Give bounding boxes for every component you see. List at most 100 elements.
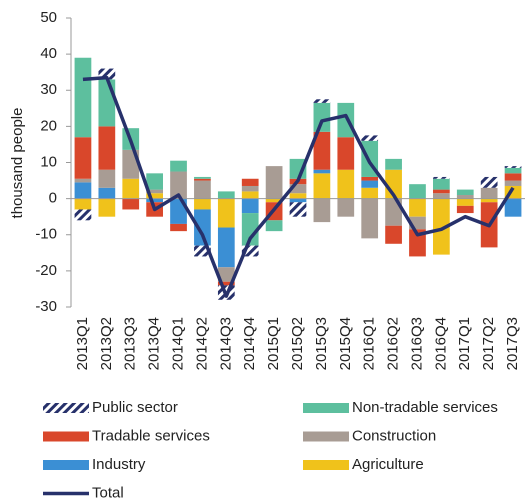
- bar-segment: [241, 198, 259, 214]
- bar-segment: [74, 57, 92, 138]
- bar-segment: [146, 173, 163, 190]
- x-tick-label: 2013Q4: [146, 317, 163, 370]
- bar-segment: [217, 198, 235, 228]
- total-line: [82, 75, 515, 298]
- legend-label: Total: [92, 484, 124, 501]
- legend-label: Construction: [352, 427, 436, 444]
- bar-segment: [313, 173, 331, 199]
- bar-segment: [194, 209, 211, 246]
- bar-segment: [409, 184, 426, 199]
- bar-segment: [98, 68, 116, 80]
- bar-segment: [170, 223, 187, 232]
- bar-segment: [241, 178, 259, 186]
- bar-segment: [361, 180, 379, 188]
- legend-label: Agriculture: [352, 456, 424, 473]
- bar-segment: [241, 185, 259, 192]
- x-tick-label: 2013Q1: [74, 317, 91, 370]
- bar-segment: [194, 178, 211, 181]
- y-tick-label: -10: [35, 226, 57, 243]
- bar-segment: [361, 198, 379, 239]
- bar-segment: [480, 187, 498, 199]
- x-tick-label: 2015Q1: [265, 317, 282, 370]
- bar-segment: [265, 166, 283, 199]
- bar-segment: [504, 180, 522, 186]
- x-tick-label: 2014Q4: [241, 317, 258, 370]
- bar-segment: [74, 182, 92, 199]
- legend-label: Non-tradable services: [352, 399, 498, 416]
- bar-segment: [409, 198, 426, 217]
- bar-segment: [98, 187, 116, 199]
- bar-segment: [480, 176, 498, 188]
- bar-segment: [241, 245, 259, 257]
- bar-segment: [98, 169, 116, 188]
- bar-segment: [289, 193, 307, 199]
- legend-label: Public sector: [92, 399, 178, 416]
- legend-swatch: [43, 460, 89, 470]
- bar-segment: [170, 171, 187, 199]
- x-tick-label: 2017Q2: [480, 317, 497, 370]
- bar-segment: [194, 180, 211, 199]
- bar-segment: [337, 169, 355, 199]
- bar-segment: [337, 102, 355, 138]
- bar-segment: [361, 176, 379, 181]
- x-tick-label: 2017Q3: [504, 317, 521, 370]
- bar-segment: [313, 99, 331, 103]
- x-tick-label: 2016Q3: [408, 317, 425, 370]
- bar-segment: [456, 205, 474, 214]
- bar-segment: [504, 198, 522, 217]
- bar-segment: [170, 160, 187, 172]
- legend-swatch: [43, 403, 89, 413]
- bar-segment: [217, 281, 235, 286]
- bar-segment: [337, 137, 355, 170]
- x-tick-label: 2013Q3: [122, 317, 139, 370]
- bar-segment: [217, 227, 235, 268]
- y-tick-label: 10: [40, 153, 57, 170]
- bar-segment: [313, 131, 331, 170]
- bar-segment: [74, 137, 92, 179]
- bar-segment: [504, 166, 522, 168]
- bar-segment: [146, 198, 163, 203]
- bar-segment: [194, 245, 211, 257]
- bar-segment: [385, 225, 402, 244]
- bar-segment: [74, 198, 92, 210]
- bar-segment: [409, 229, 426, 257]
- bar-segment: [122, 198, 140, 210]
- bar-segment: [265, 220, 283, 232]
- bar-segment: [385, 198, 402, 226]
- bar-segment: [433, 193, 450, 199]
- x-tick-label: 2015Q3: [313, 317, 330, 370]
- x-tick-label: 2015Q4: [337, 317, 354, 370]
- bar-segment: [241, 213, 259, 246]
- legend-swatch: [303, 460, 349, 470]
- legend-swatch: [303, 431, 349, 442]
- y-tick-label: 30: [40, 81, 57, 98]
- bar-segment: [456, 198, 474, 206]
- bar-segment: [74, 209, 92, 221]
- y-tick-label: 50: [40, 9, 57, 26]
- x-tick-label: 2016Q2: [385, 317, 402, 370]
- bar-segment: [289, 198, 307, 203]
- bar-segment: [194, 198, 211, 210]
- bar-segment: [146, 189, 163, 194]
- bar-segment: [361, 135, 379, 141]
- bar-segment: [433, 198, 450, 255]
- bar-segment: [98, 126, 116, 170]
- bar-segment: [74, 178, 92, 183]
- bar-segment: [433, 178, 450, 190]
- bar-segment: [146, 193, 163, 199]
- x-tick-label: 2014Q1: [169, 317, 186, 370]
- y-tick-label: -30: [35, 298, 57, 315]
- y-tick-label: -20: [35, 262, 57, 279]
- bar-segment: [433, 176, 450, 179]
- bar-segment: [433, 189, 450, 194]
- bar-segment: [504, 167, 522, 174]
- bar-segment: [265, 198, 283, 203]
- legend-swatch: [303, 403, 349, 413]
- bar-segment: [337, 198, 355, 217]
- x-tick-label: 2016Q1: [361, 317, 378, 370]
- bar-segment: [122, 178, 140, 199]
- bar-segment: [313, 198, 331, 223]
- x-tick-label: 2015Q2: [289, 317, 306, 370]
- bar-segment: [289, 184, 307, 194]
